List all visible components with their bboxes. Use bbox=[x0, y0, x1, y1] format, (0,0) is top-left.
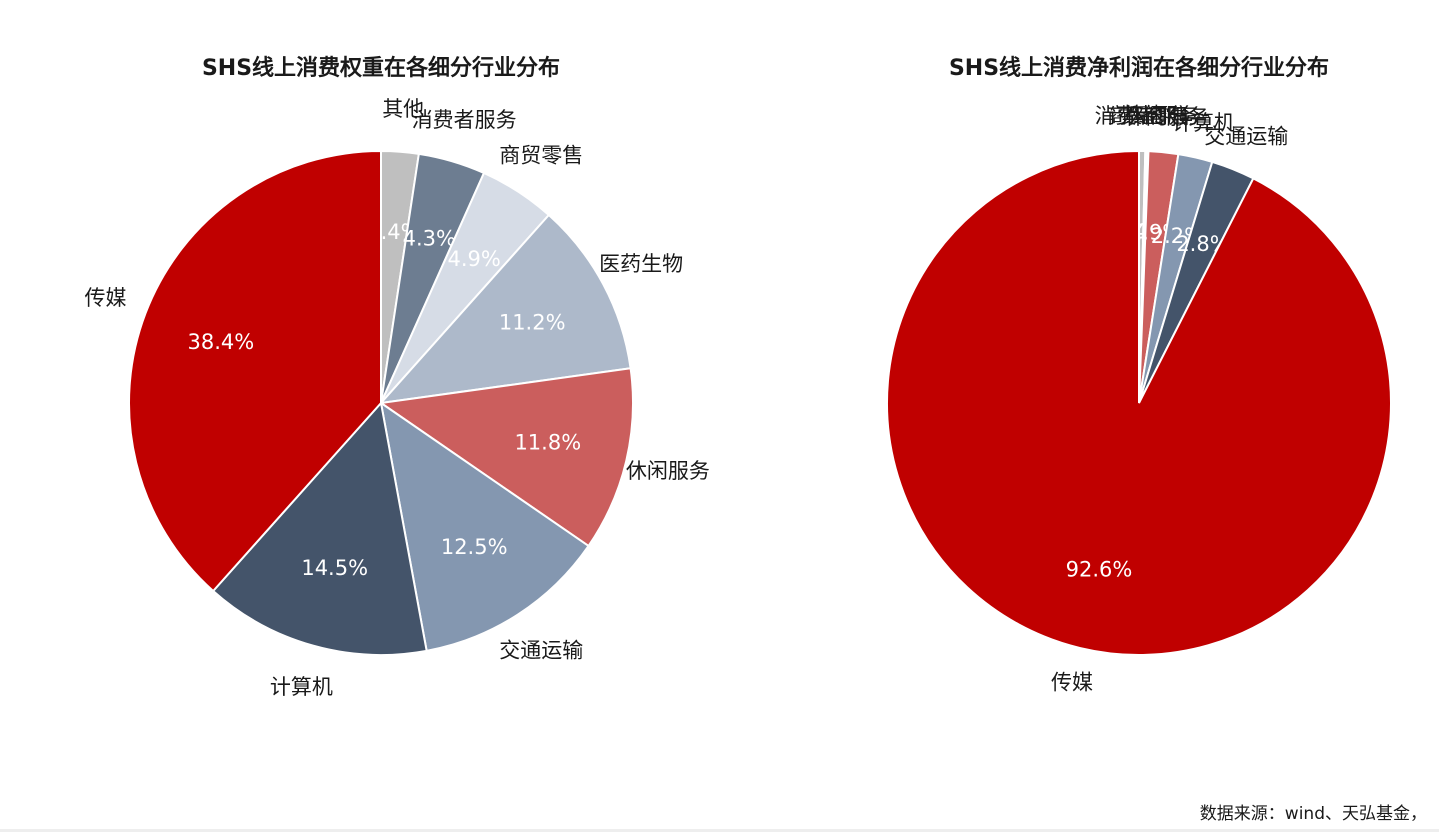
pie-category-label-weight-1: 消费者服务 bbox=[412, 108, 517, 132]
chart-title-weight: SHS线上消费权重在各细分行业分布 bbox=[202, 55, 560, 81]
pie-category-label-weight-3: 医药生物 bbox=[599, 252, 683, 276]
bottom-divider bbox=[0, 829, 1439, 832]
pie-slice-weight-4 bbox=[378, 367, 634, 548]
pie-category-label-profit-2: 商贸零售 bbox=[1107, 104, 1191, 128]
pie-value-label-weight-4: 11.8% bbox=[514, 431, 581, 455]
pie-value-label-weight-2: 4.9% bbox=[448, 247, 501, 271]
pie-slice-weight-7 bbox=[128, 149, 382, 593]
pie-category-label-profit-3: 休闲服务 bbox=[1125, 105, 1209, 129]
pie-value-label-weight-6: 14.5% bbox=[301, 556, 368, 580]
pie-category-label-weight-5: 交通运输 bbox=[499, 638, 583, 662]
chart-title-profit: SHS线上消费净利润在各细分行业分布 bbox=[949, 55, 1329, 81]
pie-value-label-weight-3: 11.2% bbox=[499, 310, 566, 334]
pie-category-label-profit-1: 消费者服务 bbox=[1095, 104, 1200, 128]
pie-value-label-profit-6: 92.6% bbox=[1066, 558, 1133, 582]
pie-chart-profit: 0.4%其他0.1%消费者服务0.1%商贸零售1.9%休闲服务2.2%计算机2.… bbox=[886, 104, 1393, 694]
pie-category-label-weight-4: 休闲服务 bbox=[626, 459, 710, 483]
pie-chart-weight: 2.4%其他4.3%消费者服务4.9%商贸零售11.2%医药生物11.8%休闲服… bbox=[85, 97, 710, 699]
pie-slice-weight-6 bbox=[211, 400, 428, 656]
pie-category-label-weight-7: 传媒 bbox=[85, 286, 127, 310]
pie-category-label-profit-4: 计算机 bbox=[1172, 111, 1235, 135]
pie-value-label-weight-5: 12.5% bbox=[441, 535, 508, 559]
pie-category-label-weight-0: 其他 bbox=[382, 97, 424, 121]
pie-category-label-profit-5: 交通运输 bbox=[1204, 125, 1288, 149]
pie-slice-weight-5 bbox=[379, 400, 590, 652]
pie-slice-weight-3 bbox=[378, 213, 632, 405]
pie-value-label-weight-7: 38.4% bbox=[188, 330, 255, 354]
pie-value-label-weight-1: 4.3% bbox=[403, 227, 456, 251]
pie-category-label-profit-0: 其他 bbox=[1122, 104, 1164, 128]
pie-category-label-weight-2: 商贸零售 bbox=[499, 144, 583, 168]
source-note: 数据来源：wind、天弘基金， bbox=[1199, 804, 1427, 824]
pie-category-label-profit-6: 传媒 bbox=[1051, 670, 1093, 694]
pie-slice-profit-6 bbox=[886, 149, 1393, 656]
pie-category-label-weight-6: 计算机 bbox=[270, 675, 333, 699]
